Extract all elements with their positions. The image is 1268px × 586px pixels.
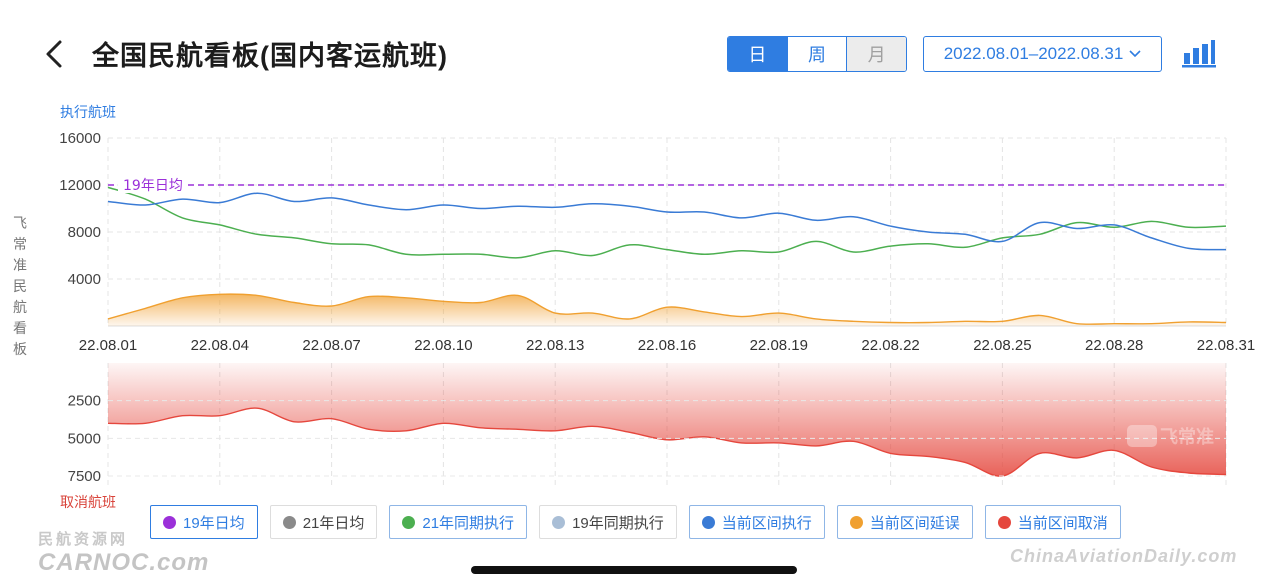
- flights-chart: 飞常准民航看板执行航班40008000120001600019年日均22.08.…: [13, 105, 1255, 511]
- x-tick-label: 22.08.22: [861, 337, 919, 354]
- legend-dot-icon: [701, 515, 715, 529]
- x-tick-label: 22.08.28: [1085, 337, 1143, 354]
- legend-label: 当前区间执行: [721, 514, 812, 532]
- tab-month[interactable]: 月: [847, 37, 906, 71]
- y-tick-label: 12000: [59, 177, 101, 194]
- carnoc-watermark: 民航资源网 CARNOC.com: [38, 528, 209, 577]
- legend-label: 19年日均: [183, 514, 245, 532]
- legend-item[interactable]: 19年日均: [150, 505, 258, 539]
- side-label-char: 板: [13, 342, 27, 358]
- legend-label: 当前区间延误: [869, 514, 960, 532]
- same-period-21-series-line: [107, 186, 1227, 259]
- reference-label-bg: [118, 175, 188, 193]
- legend-dot-icon: [849, 515, 863, 529]
- side-label-char: 航: [13, 300, 27, 316]
- legend-item[interactable]: 当前区间执行: [688, 505, 825, 539]
- legend-item[interactable]: 21年日均: [269, 505, 378, 539]
- side-label-char: 飞: [13, 216, 27, 232]
- cancel-series-line: [107, 407, 1227, 477]
- y-tick-label: 16000: [59, 130, 101, 147]
- feichangzhun-watermark: 飞常准: [1127, 425, 1214, 448]
- back-chevron-icon[interactable]: [40, 38, 70, 70]
- legend-dot-icon: [163, 515, 176, 529]
- x-tick-label: 22.08.25: [973, 337, 1031, 354]
- legend-item[interactable]: 21年同期执行: [389, 505, 528, 539]
- legend-label: 21年同期执行: [422, 514, 515, 532]
- carnoc-watermark-en: CARNOC.com: [38, 549, 210, 576]
- legend-label: 19年同期执行: [572, 514, 664, 532]
- chinaaviationdaily-watermark: ChinaAviationDaily.com: [1010, 546, 1238, 566]
- legend-label: 当前区间取消: [1017, 514, 1108, 532]
- y-tick-label: 5000: [68, 430, 101, 447]
- date-range-value: 2022.08.01–2022.08.31: [943, 44, 1124, 63]
- x-tick-label: 22.08.31: [1197, 337, 1255, 354]
- feichangzhun-logo-icon: [1127, 425, 1157, 447]
- home-indicator: [471, 566, 797, 574]
- watermark-text: 飞常准: [1160, 426, 1214, 448]
- page-title: 全国民航看板(国内客运航班): [92, 41, 448, 71]
- chart-legend: 19年日均 21年日均 21年同期执行 19年同期执行 当前区间执行 当前区间延误 当前区间…: [150, 505, 1121, 539]
- y-tick-label: 2500: [68, 393, 101, 410]
- cancel-area: [108, 363, 1226, 477]
- header: 全国民航看板(国内客运航班) 日 周 月 2022.08.01–2022.08.…: [0, 0, 1268, 100]
- legend-dot-icon: [997, 515, 1011, 529]
- x-tick-label: 22.08.04: [191, 337, 249, 354]
- carnoc-watermark-cn: 民航资源网: [38, 531, 129, 548]
- tab-week[interactable]: 周: [788, 37, 848, 71]
- y-tick-label: 7500: [68, 468, 101, 485]
- legend-item[interactable]: 19年同期执行: [539, 505, 677, 539]
- bottom-axis-label: 取消航班: [60, 495, 116, 511]
- legend-dot-icon: [402, 515, 416, 529]
- x-tick-label: 22.08.10: [414, 337, 472, 354]
- x-tick-label: 22.08.01: [79, 337, 137, 354]
- legend-dot-icon: [282, 515, 296, 529]
- x-tick-label: 22.08.16: [638, 337, 696, 354]
- side-label-char: 民: [13, 279, 27, 295]
- x-tick-label: 22.08.13: [526, 337, 584, 354]
- delay-series-line: [107, 293, 1227, 325]
- x-tick-label: 22.08.19: [750, 337, 808, 354]
- bar-chart-icon[interactable]: [1182, 38, 1216, 68]
- tab-day[interactable]: 日: [728, 37, 788, 71]
- legend-item[interactable]: 当前区间延误: [836, 505, 973, 539]
- x-tick-label: 22.08.07: [302, 337, 360, 354]
- y-tick-label: 8000: [68, 224, 101, 241]
- side-label-char: 看: [13, 321, 27, 337]
- side-label-char: 准: [13, 258, 27, 274]
- y-tick-label: 4000: [68, 271, 101, 288]
- executed-series-line: [107, 192, 1227, 251]
- top-axis-label: 执行航班: [60, 105, 116, 121]
- reference-line-label: 19年日均: [123, 178, 183, 194]
- period-segmented-control: 日 周 月: [727, 36, 907, 72]
- legend-label: 21年日均: [302, 514, 365, 532]
- legend-dot-icon: [552, 515, 566, 529]
- delay-area: [108, 294, 1226, 326]
- side-label-char: 常: [13, 237, 27, 253]
- date-range-picker[interactable]: 2022.08.01–2022.08.31: [923, 36, 1162, 72]
- legend-item[interactable]: 当前区间取消: [984, 505, 1121, 539]
- chevron-down-icon: [1129, 50, 1141, 58]
